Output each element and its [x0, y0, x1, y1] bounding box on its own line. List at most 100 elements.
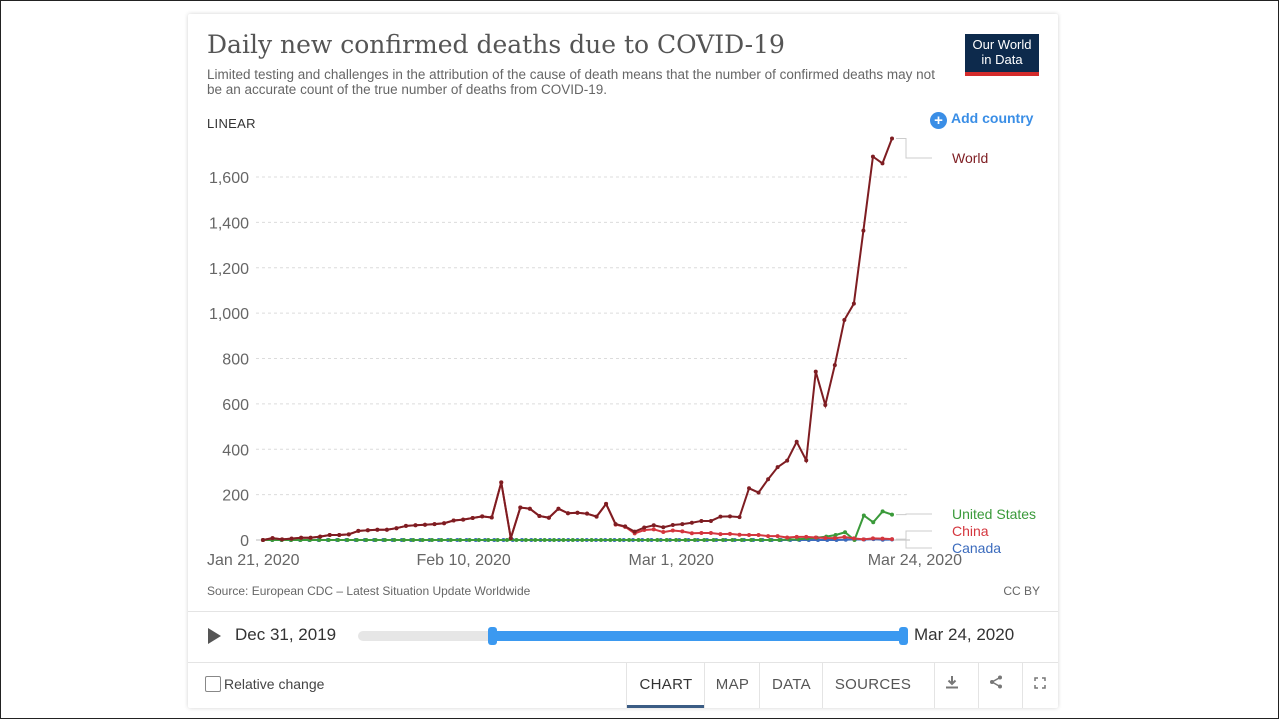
end-label-connector [896, 513, 932, 516]
data-point [346, 532, 351, 537]
tab-data[interactable]: DATA [759, 662, 823, 708]
data-point [383, 538, 388, 542]
data-point [598, 538, 603, 542]
data-point [561, 538, 566, 542]
data-point [689, 520, 694, 525]
data-point [708, 530, 713, 535]
data-point [766, 534, 771, 539]
relative-change-label: Relative change [224, 676, 325, 692]
x-tick-label: Mar 24, 2020 [868, 552, 962, 569]
data-point [392, 538, 397, 542]
data-point [442, 521, 447, 526]
data-point [432, 522, 437, 527]
series-label-world: World [952, 150, 988, 166]
data-point [514, 538, 519, 542]
owid-logo[interactable]: Our World in Data [965, 34, 1039, 76]
data-point [575, 510, 580, 515]
data-point [777, 538, 782, 542]
timeline-end-handle[interactable] [899, 627, 908, 645]
chart-card: Daily new confirmed deaths due to COVID-… [188, 14, 1058, 708]
data-point [411, 538, 416, 542]
data-point [458, 538, 463, 542]
chart-subtitle: Limited testing and challenges in the at… [207, 67, 935, 97]
add-country-label: Add country [951, 110, 1034, 126]
y-tick-label: 800 [222, 352, 249, 369]
data-point [785, 458, 790, 463]
data-point [451, 518, 456, 523]
data-point [527, 506, 532, 511]
data-point [642, 525, 647, 530]
data-point [594, 514, 599, 519]
data-point [270, 536, 275, 541]
data-point [439, 538, 444, 542]
chart-title: Daily new confirmed deaths due to COVID-… [207, 30, 785, 59]
data-point [794, 534, 799, 539]
data-point [870, 154, 875, 159]
data-point [403, 523, 408, 528]
data-point [420, 538, 425, 542]
relative-change-toggle[interactable]: Relative change [205, 676, 324, 692]
data-point [711, 538, 716, 542]
data-point [861, 228, 866, 233]
data-point [470, 515, 475, 520]
license-label[interactable]: CC BY [1003, 584, 1040, 598]
data-point [326, 538, 331, 542]
tab-sources[interactable]: SOURCES [822, 662, 923, 708]
data-point [823, 535, 828, 540]
data-point [365, 528, 370, 533]
data-point [767, 538, 772, 542]
data-point [747, 533, 752, 538]
download-icon[interactable] [934, 662, 969, 708]
data-point [580, 538, 585, 542]
share-icon[interactable] [978, 662, 1013, 708]
timeline-start-handle[interactable] [488, 627, 498, 645]
data-point [585, 511, 590, 516]
logo-line-1: Our World [972, 37, 1032, 52]
scale-toggle[interactable]: LINEAR [207, 116, 256, 131]
tab-chart[interactable]: CHART [626, 662, 705, 708]
data-point [794, 439, 799, 444]
y-tick-label: 0 [240, 533, 249, 550]
data-point [661, 530, 666, 535]
data-point [429, 538, 434, 542]
data-point [739, 538, 744, 542]
series-label-china: China [952, 523, 989, 539]
fullscreen-icon[interactable] [1022, 662, 1057, 708]
data-point [689, 531, 694, 536]
data-point [327, 533, 332, 538]
data-point [718, 514, 723, 519]
data-point [373, 538, 378, 542]
data-point [354, 538, 359, 542]
play-icon[interactable] [208, 628, 221, 644]
data-point [645, 538, 650, 542]
data-point [604, 501, 609, 506]
relative-change-checkbox[interactable] [205, 676, 221, 692]
data-point [318, 534, 323, 539]
data-point [833, 533, 838, 538]
data-point [670, 528, 675, 533]
data-point [680, 522, 685, 527]
data-point [766, 477, 771, 482]
data-point [508, 536, 513, 541]
data-point [345, 538, 350, 542]
tab-map[interactable]: MAP [704, 662, 760, 708]
data-point [289, 536, 294, 541]
data-point [775, 465, 780, 470]
data-point [758, 538, 763, 542]
timeline-track[interactable] [358, 627, 908, 645]
data-point [861, 537, 866, 542]
data-point [261, 538, 265, 542]
end-label-connector [896, 539, 932, 549]
data-point [570, 538, 575, 542]
add-country-button[interactable]: + Add country [930, 110, 1033, 129]
data-point [623, 524, 628, 529]
data-point [495, 538, 500, 542]
data-point [636, 538, 641, 542]
x-tick-label: Mar 1, 2020 [629, 552, 714, 569]
data-point [775, 534, 780, 539]
data-point [552, 538, 557, 542]
timeline-selected-range [492, 631, 904, 641]
data-point [890, 512, 894, 517]
source-note[interactable]: Source: European CDC – Latest Situation … [207, 584, 531, 598]
data-point [632, 529, 637, 534]
